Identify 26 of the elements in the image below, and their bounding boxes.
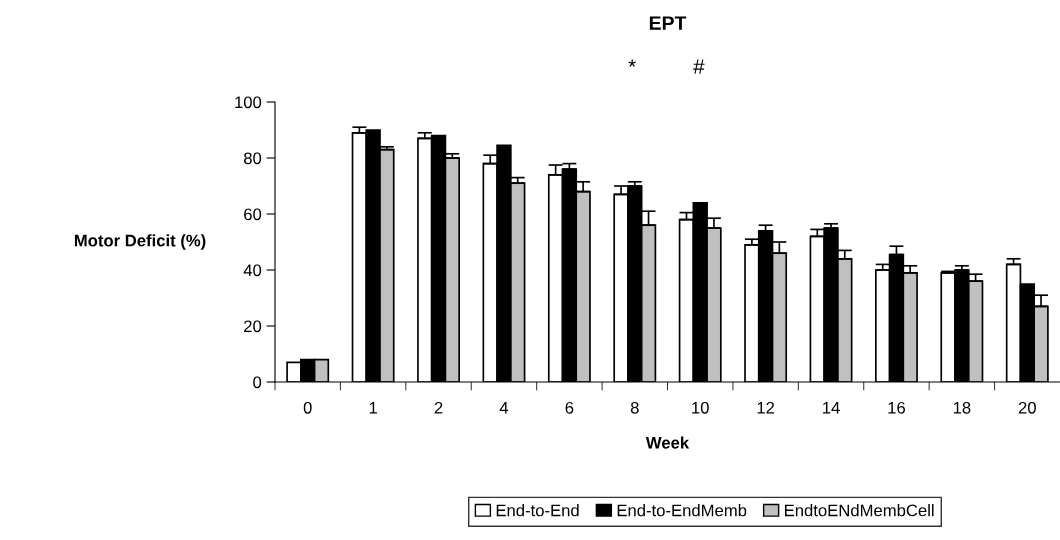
x-axis-title: Week [645,436,690,449]
x-tick-label: 20 [1018,401,1036,414]
x-tick-label: 10 [692,401,709,414]
x-tick-label: 8 [630,401,639,414]
x-tick-label: 4 [499,402,509,414]
x-tick-label: 14 [823,402,840,414]
legend-label: End-to-End [496,504,579,517]
text: # [693,59,705,74]
legend-label: EndtoENdMembCell [785,504,934,517]
y-tick-label: 20 [244,320,262,333]
x-tick-label: 12 [757,401,775,414]
y-tick-label: 60 [244,208,262,221]
y-axis-title: Motor Deficit (%) [74,234,206,250]
x-tick-label: 16 [888,401,905,414]
legend-label: End-to-EndMemb [617,504,747,517]
chart-title: EPT [649,16,687,30]
x-tick-label: 2 [434,401,443,414]
y-tick-label: 40 [243,264,262,277]
x-tick-label: 1 [369,402,377,414]
x-tick-label: 18 [953,401,971,414]
y-tick-label: 100 [235,96,262,109]
y-tick-label: 0 [253,376,262,389]
x-tick-label: 0 [303,401,312,414]
y-tick-label: 80 [243,152,262,165]
text: * [628,59,636,67]
x-tick-label: 6 [565,401,574,414]
